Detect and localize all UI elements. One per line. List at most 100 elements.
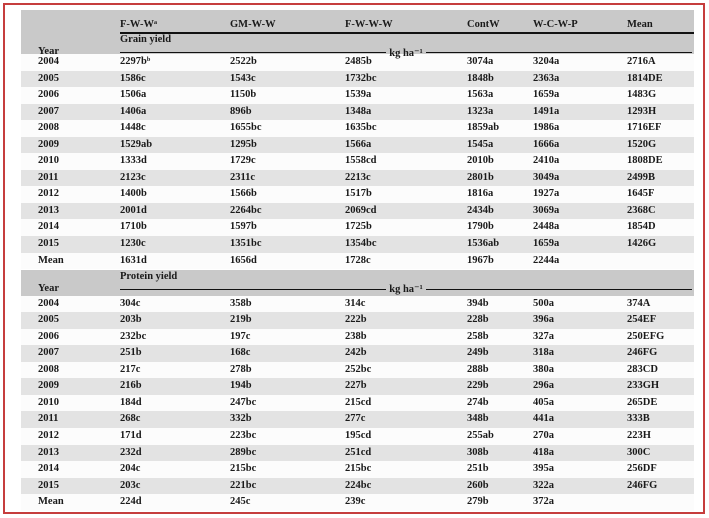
year-cell: 2006 (38, 330, 59, 342)
table-row: 2006 1506a 1150b 1539a 1563a 1659a 1483G (21, 87, 694, 104)
value-cell: 2485b (345, 56, 372, 67)
value-cell: 1543c (230, 72, 256, 84)
value-cell: 1529ab (120, 138, 153, 150)
value-cell (627, 253, 694, 270)
protein-section-band: Year Protein yield kg ha⁻¹ (21, 269, 694, 296)
table-row: Mean 224d 245c 239c 279b 372a (21, 494, 694, 511)
value-cell: 222b (345, 314, 367, 326)
value-cell: 168c (230, 347, 251, 359)
table-row: 2008 217c 278b 252bc 288b 380a 283CD (21, 361, 694, 379)
header-rule (120, 32, 694, 34)
value-cell: 228b (467, 314, 489, 326)
unit-label: kg ha⁻¹ (389, 284, 423, 296)
value-cell: 308b (467, 446, 489, 458)
rule-left (120, 52, 387, 53)
value-cell: 1728c (345, 254, 371, 266)
table-row: 2015 203c 221bc 224bc 260b 322a 246FG (21, 477, 694, 495)
value-cell: 1406a (120, 105, 147, 117)
value-cell: 1814DE (627, 72, 663, 84)
value-cell: 203c (120, 479, 141, 491)
value-cell: 1655bc (230, 122, 262, 134)
table-row: 2015 1230c 1351bc 1354bc 1536ab 1659a 1426G (21, 236, 694, 253)
value-cell: 232d (120, 446, 142, 458)
value-cell: 3049a (533, 171, 560, 183)
value-cell: 1986a (533, 122, 560, 134)
value-cell: 254EF (627, 314, 657, 326)
section-title: Grain yield (120, 34, 172, 45)
column-header-row: F-W-Wᵃ GM-W-W F-W-W-W ContW W-C-W-P Mean (21, 10, 694, 30)
year-cell: 2004 (38, 56, 59, 67)
value-cell: 251b (467, 463, 489, 475)
value-cell: 249b (467, 347, 489, 359)
value-cell: 245c (230, 496, 251, 508)
year-header: Year (38, 282, 59, 294)
year-cell: 2007 (38, 105, 59, 117)
value-cell: 2801b (467, 171, 494, 183)
value-cell: 1586c (120, 72, 146, 84)
year-cell: 2012 (38, 429, 59, 441)
value-cell: 194b (230, 380, 252, 392)
value-cell: 2448a (533, 221, 560, 233)
table-row: 2004 2297bᵇ 2522b 2485b 3074a 3204a 2716A (21, 54, 694, 71)
value-cell: 1426G (627, 238, 657, 250)
year-cell: 2012 (38, 188, 59, 200)
table-row: 2007 251b 168c 242b 249b 318a 246FG (21, 345, 694, 362)
value-cell: 318a (533, 347, 554, 359)
table-row: 2005 1586c 1543c 1732bc 1848b 2363a 1814DE (21, 70, 694, 88)
table-row: 2005 203b 219b 222b 228b 396a 254EF (21, 312, 694, 329)
value-cell: 250EFG (627, 330, 665, 342)
value-cell: 332b (230, 413, 252, 425)
year-cell: 2011 (38, 413, 59, 425)
value-cell: 418a (533, 446, 554, 458)
value-cell: 358b (230, 297, 252, 309)
value-cell: 204c (120, 463, 141, 475)
unit-rule: kg ha⁻¹ (120, 46, 692, 59)
value-cell: 217c (120, 363, 141, 375)
year-cell: 2009 (38, 138, 59, 150)
value-cell: 304c (120, 297, 141, 309)
value-cell: 289bc (230, 446, 257, 458)
table-row: 2010 184d 247bc 215cd 274b 405a 265DE (21, 394, 694, 412)
table-row: 2014 204c 215bc 215bc 251b 395a 256DF (21, 461, 694, 478)
value-cell: 2363a (533, 72, 560, 84)
value-cell: 1732bc (345, 72, 377, 84)
table-row: 2012 171d 223bc 195cd 255ab 270a 223H (21, 427, 694, 445)
value-cell: 1351bc (230, 238, 262, 250)
value-cell: 1967b (467, 254, 494, 266)
value-cell: 2434b (467, 204, 494, 216)
value-cell: 215bc (345, 463, 372, 475)
value-cell: 1448c (120, 122, 146, 134)
table-row: 2010 1333d 1729c 1558cd 2010b 2410a 1808DE (21, 153, 694, 170)
protein-yield-rows: 2004 304c 358b 314c 394b 500a 374A 2005 203b 219b… (21, 295, 694, 511)
value-cell: 394b (467, 297, 489, 309)
table-row: 2011 2123c 2311c 2213c 2801b 3049a 2499B (21, 169, 694, 187)
table-row: 2004 304c 358b 314c 394b 500a 374A (21, 295, 694, 313)
table-row: 2007 1406a 896b 1348a 1323a 1491a 1293H (21, 103, 694, 121)
value-cell: 1558cd (345, 155, 377, 167)
value-cell: 2410a (533, 155, 560, 167)
value-cell: 2716A (627, 56, 656, 67)
year-cell: 2010 (38, 396, 59, 408)
value-cell: 396a (533, 314, 554, 326)
year-cell: 2011 (38, 171, 59, 183)
value-cell: 265DE (627, 396, 658, 408)
value-cell: 251b (120, 347, 142, 359)
value-cell: 1517b (345, 188, 372, 200)
value-cell: 1348a (345, 105, 372, 117)
value-cell: 197c (230, 330, 251, 342)
unit-label: kg ha⁻¹ (389, 47, 423, 59)
table-row: 2014 1710b 1597b 1725b 1790b 2448a 1854D (21, 219, 694, 237)
value-cell: 1816a (467, 188, 494, 200)
year-cell: 2013 (38, 204, 59, 216)
red-border-frame (3, 3, 705, 514)
value-cell: 255ab (467, 429, 494, 441)
value-cell: 247bc (230, 396, 257, 408)
value-cell: 1848b (467, 72, 494, 84)
value-cell: 2001d (120, 204, 147, 216)
value-cell: 1400b (120, 188, 147, 200)
value-cell: 184d (120, 396, 142, 408)
value-cell: 227b (345, 380, 367, 392)
value-cell: 1566a (345, 138, 372, 150)
value-cell: 1710b (120, 221, 147, 233)
